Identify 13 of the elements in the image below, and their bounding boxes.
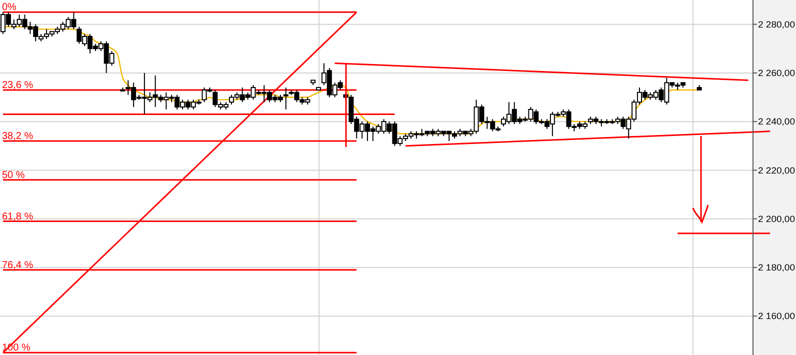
series-label: 0% — [2, 2, 17, 14]
y-tick-label: 2 160,00 — [758, 311, 795, 322]
y-tick-label: 2 220,00 — [758, 165, 795, 176]
series-label: 23,6 % — [2, 80, 34, 91]
y-tick-label: 2 200,00 — [758, 214, 795, 224]
series-label: 61,8 % — [2, 211, 34, 222]
y-tick-label: 2 280,00 — [758, 19, 795, 30]
series-label: 76,4 % — [2, 260, 34, 271]
y-tick-label: 2 180,00 — [758, 262, 795, 273]
series-label: 38,2 % — [2, 131, 34, 142]
y-tick-label: 2 240,00 — [758, 116, 795, 127]
series-label: 50 % — [2, 170, 25, 181]
y-tick-label: 2 260,00 — [758, 68, 795, 78]
